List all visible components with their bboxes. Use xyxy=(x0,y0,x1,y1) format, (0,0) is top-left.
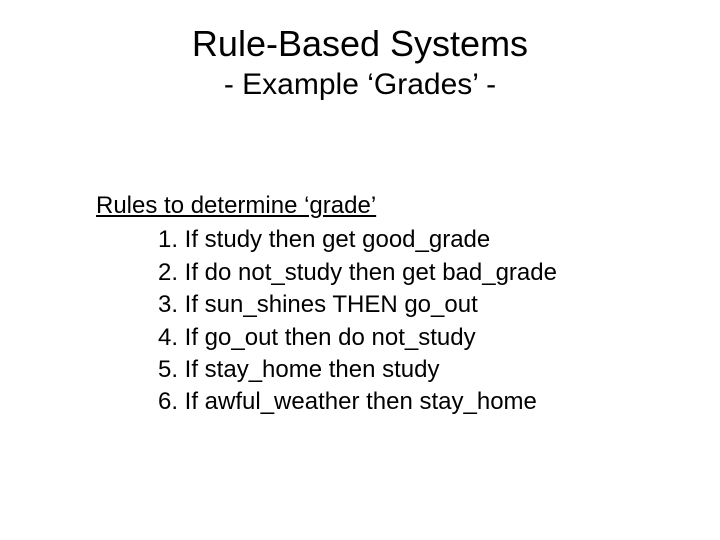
slide-title: Rule-Based Systems xyxy=(0,0,720,64)
list-text: If awful_weather then stay_home xyxy=(185,388,537,415)
list-number: 3. xyxy=(148,289,178,321)
list-number: 2. xyxy=(148,257,178,289)
list-item: 4. If go_out then do not_study xyxy=(148,322,557,354)
list-text: If go_out then do not_study xyxy=(185,324,476,351)
list-number: 5. xyxy=(148,354,178,386)
slide-subtitle: - Example ‘Grades’ - xyxy=(0,68,720,102)
list-item: 5. If stay_home then study xyxy=(148,354,557,386)
list-number: 6. xyxy=(148,386,178,418)
list-item: 2. If do not_study then get bad_grade xyxy=(148,257,557,289)
slide: Rule-Based Systems - Example ‘Grades’ - … xyxy=(0,0,720,540)
list-item: 3. If sun_shines THEN go_out xyxy=(148,289,557,321)
list-text: If do not_study then get bad_grade xyxy=(185,259,557,286)
list-text: If study then get good_grade xyxy=(185,226,491,253)
slide-body: Rules to determine ‘grade’ 1. If study t… xyxy=(96,190,557,419)
intro-line: Rules to determine ‘grade’ xyxy=(96,190,557,222)
list-text: If sun_shines THEN go_out xyxy=(185,291,478,318)
list-item: 6. If awful_weather then stay_home xyxy=(148,386,557,418)
list-item: 1. If study then get good_grade xyxy=(148,224,557,256)
list-number: 1. xyxy=(148,224,178,256)
list-number: 4. xyxy=(148,322,178,354)
list-text: If stay_home then study xyxy=(185,356,440,383)
rules-list: 1. If study then get good_grade 2. If do… xyxy=(96,224,557,418)
